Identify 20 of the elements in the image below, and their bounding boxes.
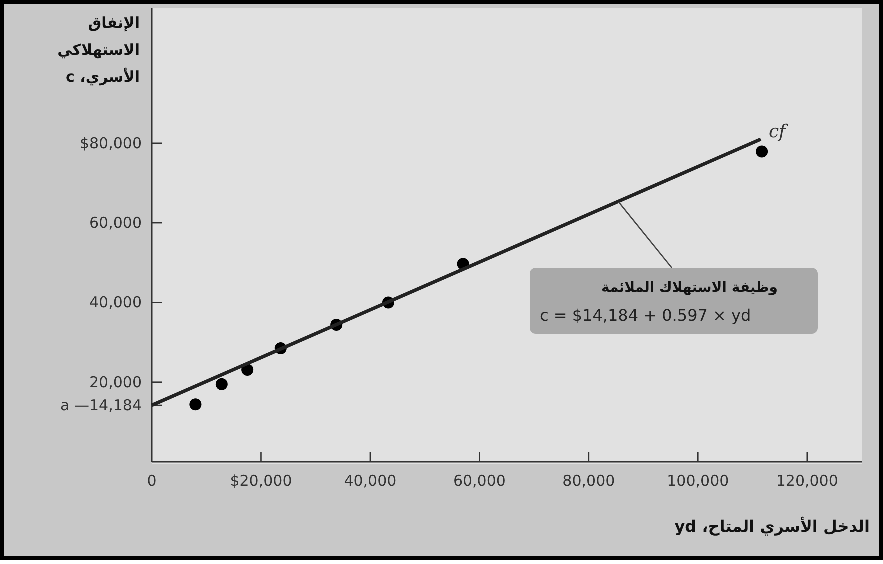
annotation: وظيفة الاستهلاك الملائمة bbox=[601, 280, 778, 296]
x-tick-label: 100,000 bbox=[667, 472, 730, 490]
x-tick-label: 80,000 bbox=[562, 472, 616, 490]
point bbox=[756, 146, 768, 158]
x-tick-label: 60,000 bbox=[453, 472, 506, 490]
point bbox=[216, 378, 228, 390]
y-tick-label: 20,000 bbox=[90, 373, 142, 392]
y-tick-label: 60,000 bbox=[90, 214, 142, 232]
y-axis-title: الإنفاق الاستهلاكي الأسري، c bbox=[58, 14, 140, 86]
x-tick-label: $20,000 bbox=[230, 472, 292, 490]
y-tick-label: a —14,184 bbox=[60, 396, 142, 415]
annotation: cf bbox=[768, 121, 790, 142]
x-axis-title: الدخل الأسري المتاح، yd bbox=[674, 516, 870, 536]
point bbox=[190, 398, 202, 411]
x-tick-label: 120,000 bbox=[776, 472, 838, 490]
x-tick-label: 40,000 bbox=[344, 472, 397, 490]
y-tick-label: $80,000 bbox=[80, 134, 142, 152]
annotation: c = $14,184 + 0.597 × yd bbox=[540, 306, 752, 325]
y-tick-label: 40,000 bbox=[90, 294, 142, 312]
x-tick-label: 0 bbox=[147, 472, 157, 490]
